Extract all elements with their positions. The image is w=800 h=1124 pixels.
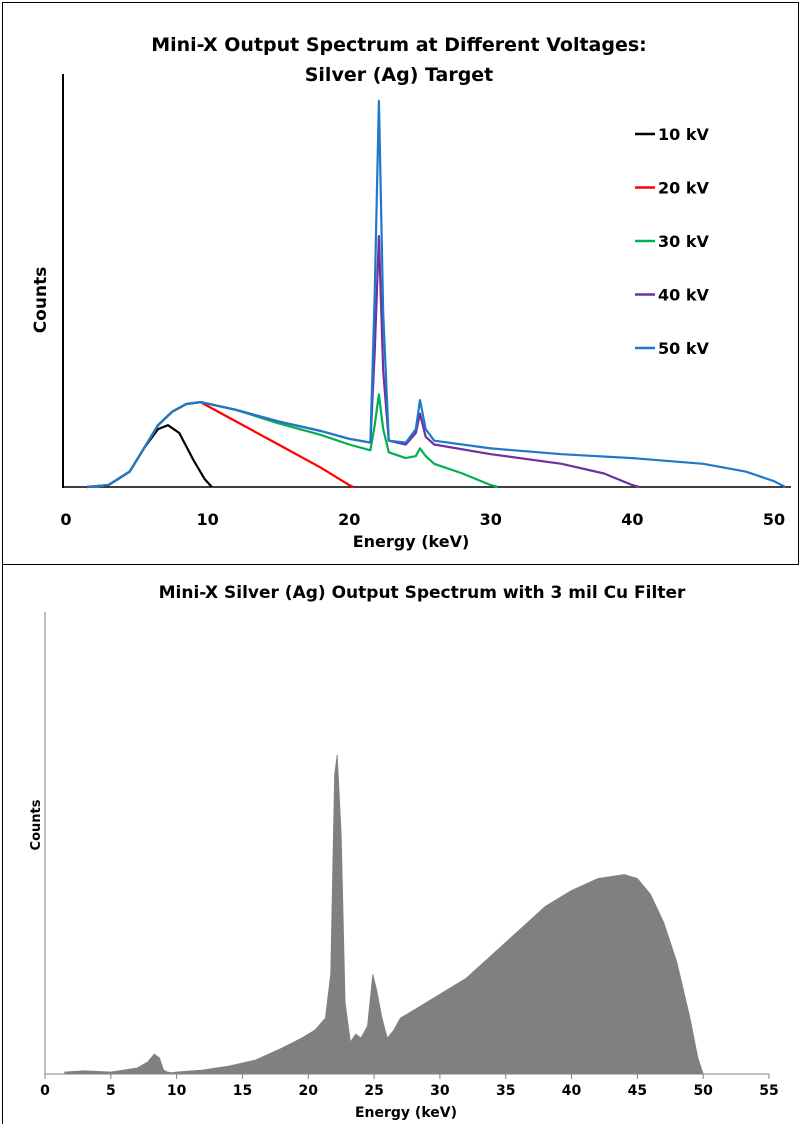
chart1-series-lines: [87, 99, 786, 489]
chart1-x-tick-label: 50: [763, 510, 785, 529]
chart1-x-tick-label: 20: [338, 510, 360, 529]
chart1-x-tick-label: 30: [480, 510, 502, 529]
chart1-legend-label: 30 kV: [658, 232, 709, 251]
chart2-x-tick-label: 20: [299, 1083, 319, 1099]
chart1-legend-label: 50 kV: [658, 339, 709, 358]
chart2-x-axis-label: Energy (keV): [355, 1105, 457, 1121]
chart2-x-tick-label: 25: [364, 1083, 383, 1099]
chart2-x-tick-label: 5: [106, 1083, 116, 1099]
chart1-legend-label: 20 kV: [658, 179, 709, 198]
chart1-x-tick-label: 40: [621, 510, 643, 529]
filtered-spectrum-chart: Mini-X Silver (Ag) Output Spectrum with …: [2, 565, 799, 1124]
chart2-x-tick-label: 45: [628, 1083, 647, 1099]
filtered-spectrum-svg: Mini-X Silver (Ag) Output Spectrum with …: [29, 583, 779, 1121]
chart2-x-tick-label: 10: [167, 1083, 187, 1099]
chart1-x-axis-label: Energy (keV): [353, 532, 470, 551]
chart2-title: Mini-X Silver (Ag) Output Spectrum with …: [159, 583, 686, 603]
chart2-x-tick-label: 50: [693, 1083, 713, 1099]
chart1-legend: 10 kV 20 kV 30 kV 40 kV 50 kV: [635, 125, 709, 358]
chart2-area-series: [64, 754, 704, 1075]
chart2-x-tick-label: 0: [40, 1083, 50, 1099]
chart2-x-tick-label: 30: [430, 1083, 450, 1099]
chart2-x-tick-label: 15: [233, 1083, 252, 1099]
chart2-area-fill: [64, 754, 704, 1075]
chart1-x-tick-label: 0: [60, 510, 71, 529]
chart1-title-line1: Mini-X Output Spectrum at Different Volt…: [151, 34, 647, 56]
voltage-spectrum-svg: Mini-X Output Spectrum at Different Volt…: [31, 34, 791, 551]
chart1-series-line-10kv: [87, 424, 213, 489]
chart1-legend-label: 10 kV: [658, 125, 709, 144]
chart1-x-ticks: 0 10 20 30 40 50: [60, 510, 785, 529]
chart2-x-tick-label: 40: [562, 1083, 582, 1099]
chart1-series-line-50kv: [87, 99, 786, 489]
chart2-x-ticks: 0 5 10 15 20 25 30 35 40 45 50 55: [40, 1074, 779, 1099]
chart2-x-tick-label: 55: [759, 1083, 778, 1099]
chart1-title-line2: Silver (Ag) Target: [305, 64, 494, 86]
chart2-x-tick-label: 35: [496, 1083, 515, 1099]
voltage-spectrum-chart: Mini-X Output Spectrum at Different Volt…: [2, 2, 799, 565]
chart2-y-axis-label: Counts: [29, 799, 44, 850]
chart1-y-axis-label: Counts: [31, 267, 51, 334]
chart1-legend-label: 40 kV: [658, 286, 709, 305]
chart1-x-tick-label: 10: [196, 510, 218, 529]
